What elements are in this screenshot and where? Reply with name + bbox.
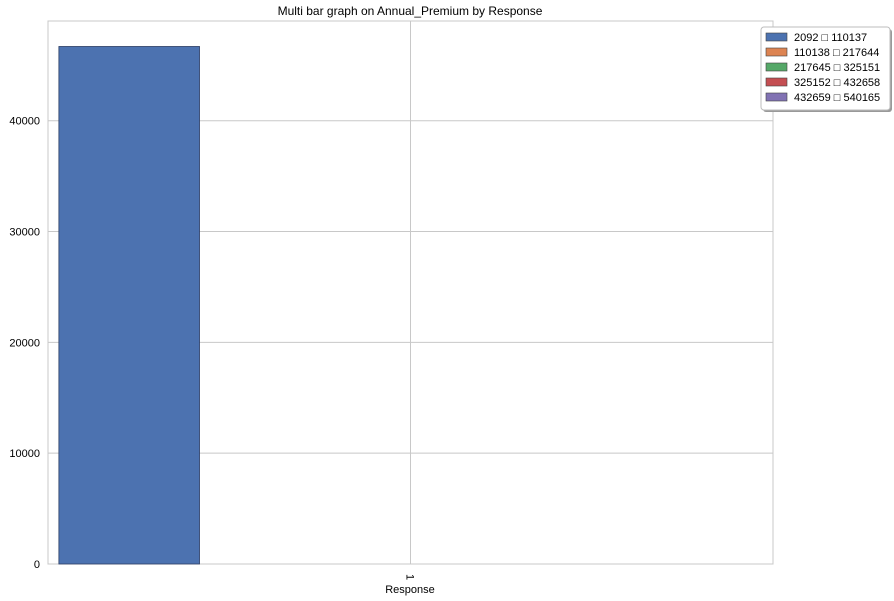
x-axis-label: Response	[385, 584, 435, 596]
legend-label: 2092 □ 110137	[794, 32, 867, 44]
legend-swatch	[765, 32, 788, 42]
legend: 2092 □ 110137 110138 □ 217644 217645 □ 325…	[760, 26, 892, 112]
y-tick-label: 30000	[9, 227, 40, 239]
y-axis-ticks: 0 10000 20000 30000 40000	[9, 116, 40, 571]
x-axis-ticks: 1	[404, 574, 416, 580]
y-tick-label: 40000	[9, 116, 40, 128]
chart-title: Multi bar graph on Annual_Premium by Res…	[278, 4, 543, 18]
legend-swatch	[765, 77, 788, 87]
legend-swatch	[765, 47, 788, 57]
y-tick-label: 0	[34, 559, 40, 571]
legend-label: 432659 □ 540165	[794, 92, 880, 104]
legend-swatch	[765, 92, 788, 102]
legend-label: 217645 □ 325151	[794, 62, 880, 74]
bar	[58, 46, 200, 565]
legend-label: 110138 □ 217644	[794, 47, 879, 59]
y-tick-label: 20000	[9, 337, 40, 349]
bars	[58, 46, 200, 565]
y-tick-label: 10000	[9, 448, 40, 460]
legend-box	[760, 26, 891, 111]
x-tick-label: 1	[404, 574, 416, 580]
legend-swatch	[765, 62, 788, 72]
legend-label: 325152 □ 432658	[794, 77, 880, 89]
